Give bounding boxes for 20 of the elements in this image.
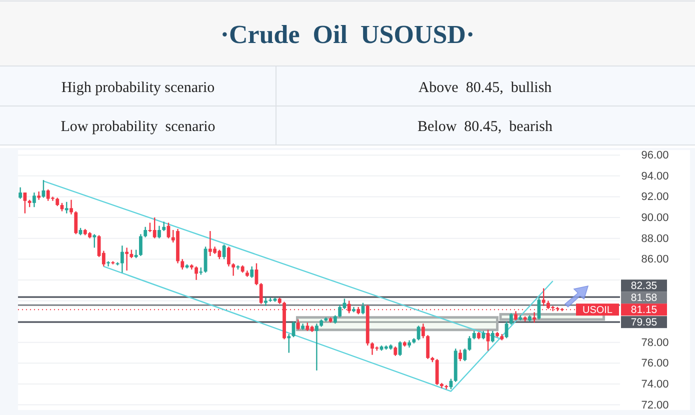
text: Below 80.45, bearish bbox=[418, 119, 553, 135]
y-tick-label: 78.00 bbox=[641, 336, 669, 349]
text: Above 80.45, bullish bbox=[418, 80, 552, 96]
y-tick-label: 86.00 bbox=[641, 254, 669, 266]
y-tick-label: 72.00 bbox=[641, 399, 669, 412]
text: High probability scenario bbox=[61, 80, 215, 96]
y-tick-label: 74.00 bbox=[641, 378, 669, 391]
y-tick-label: 96.00 bbox=[641, 150, 669, 162]
text: Low probability scenario bbox=[60, 119, 216, 135]
ref-line-label: 79.95 bbox=[630, 316, 658, 329]
text: 81.15 bbox=[630, 304, 658, 316]
y-tick-label: 76.00 bbox=[641, 358, 669, 370]
y-tick-label: 90.00 bbox=[641, 212, 669, 224]
ref-line-label: 81.58 bbox=[630, 292, 658, 304]
y-tick-label: 94.00 bbox=[641, 170, 669, 182]
chart-title: ·Crude Oil USOUSD· bbox=[220, 20, 475, 49]
y-tick-label: 88.00 bbox=[641, 232, 669, 245]
ref-line-label: USOIL bbox=[582, 305, 613, 316]
ref-line-label: 82.35 bbox=[630, 280, 658, 292]
y-tick-label: 92.00 bbox=[641, 191, 669, 204]
